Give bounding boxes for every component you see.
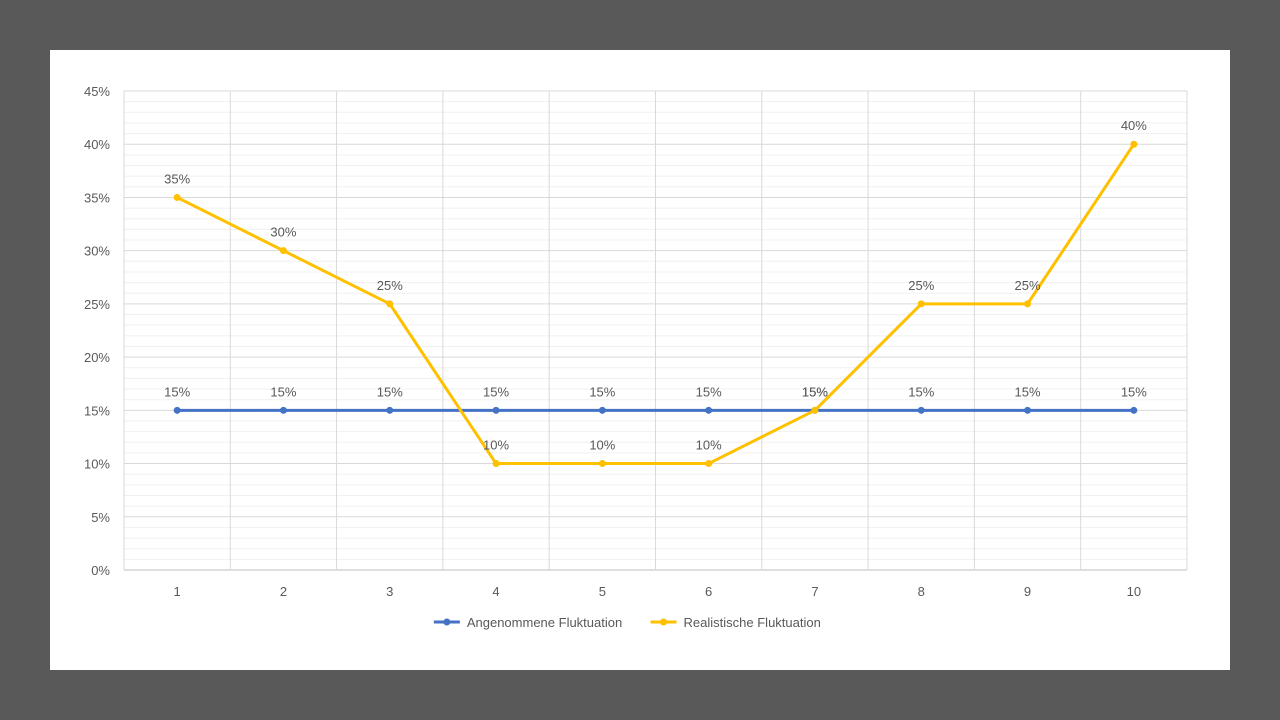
y-tick-label: 30% — [84, 244, 110, 259]
data-point — [492, 460, 500, 468]
data-point — [279, 247, 287, 255]
data-label: 10% — [696, 438, 722, 453]
legend-item-1: Angenommene Fluktuation — [433, 615, 622, 630]
x-tick-label: 10 — [1127, 584, 1141, 599]
data-label: 15% — [1015, 384, 1041, 399]
data-label: 15% — [377, 384, 403, 399]
y-tick-label: 5% — [91, 510, 110, 525]
x-tick-label: 9 — [1024, 584, 1031, 599]
data-label: 15% — [589, 384, 615, 399]
legend: Angenommene Fluktuation Realistische Fluk… — [433, 615, 821, 630]
data-label: 25% — [908, 278, 934, 293]
y-tick-label: 40% — [84, 137, 110, 152]
data-label: 35% — [164, 171, 190, 186]
data-label: 10% — [483, 438, 509, 453]
data-label: 25% — [1015, 278, 1041, 293]
x-tick-label: 3 — [386, 584, 393, 599]
data-label: 15% — [1121, 384, 1147, 399]
x-tick-label: 7 — [811, 584, 818, 599]
data-point — [598, 406, 606, 414]
data-label: 15% — [270, 384, 296, 399]
data-labels: 15% 15% 15% 15% 15% 15% 15% 15% 15% 15% 35% 30% 25% 1… — [164, 118, 1147, 452]
series-points — [173, 140, 1138, 468]
data-point — [492, 406, 500, 414]
data-point — [386, 300, 394, 308]
data-label: 15% — [908, 384, 934, 399]
data-point — [1130, 140, 1138, 148]
series-line-2 — [175, 142, 1136, 466]
data-point — [1130, 406, 1138, 414]
data-point — [173, 406, 181, 414]
x-tick-label: 1 — [174, 584, 181, 599]
y-tick-label: 0% — [91, 563, 110, 578]
legend-swatch-marker — [443, 618, 451, 626]
legend-item-2: Realistische Fluktuation — [650, 615, 821, 630]
data-label: 15% — [802, 384, 828, 399]
y-tick-label: 20% — [84, 350, 110, 365]
y-tick-label: 10% — [84, 457, 110, 472]
data-point — [917, 406, 925, 414]
data-point — [1024, 300, 1032, 308]
data-label: 15% — [483, 384, 509, 399]
line-chart: 0% 5% 10% 15% 20% 25% 30% 35% 40% 45% 1 2 3 4 5 6 7 8 9 10… — [84, 84, 1188, 630]
chart-card: 0% 5% 10% 15% 20% 25% 30% 35% 40% 45% 1 2 3 4 5 6 7 8 9 10… — [50, 50, 1230, 670]
data-point — [705, 460, 713, 468]
data-point — [705, 406, 713, 414]
x-axis-tick-labels: 1 2 3 4 5 6 7 8 9 10 — [174, 584, 1142, 599]
legend-swatch-marker — [660, 618, 668, 626]
data-label: 25% — [377, 278, 403, 293]
data-label: 15% — [696, 384, 722, 399]
data-label: 10% — [589, 438, 615, 453]
y-tick-label: 25% — [84, 297, 110, 312]
major-gridlines — [123, 90, 1188, 571]
x-tick-label: 5 — [599, 584, 606, 599]
data-label: 15% — [802, 384, 828, 399]
x-tick-label: 6 — [705, 584, 712, 599]
legend-label: Realistische Fluktuation — [684, 615, 821, 630]
data-point — [917, 300, 925, 308]
data-label: 40% — [1121, 118, 1147, 133]
x-tick-label: 2 — [280, 584, 287, 599]
x-tick-label: 4 — [492, 584, 499, 599]
data-label: 15% — [164, 384, 190, 399]
y-tick-label: 45% — [84, 84, 110, 99]
y-axis-tick-labels: 0% 5% 10% 15% 20% 25% 30% 35% 40% 45% — [84, 84, 110, 578]
x-tick-label: 8 — [918, 584, 925, 599]
y-tick-label: 35% — [84, 190, 110, 205]
y-tick-label: 15% — [84, 403, 110, 418]
data-point — [279, 406, 287, 414]
series-lines — [175, 142, 1136, 466]
data-label: 30% — [270, 225, 296, 240]
data-point — [386, 406, 394, 414]
legend-label: Angenommene Fluktuation — [467, 615, 622, 630]
data-point — [173, 193, 181, 201]
data-point — [811, 406, 819, 414]
data-point — [1024, 406, 1032, 414]
data-point — [598, 460, 606, 468]
